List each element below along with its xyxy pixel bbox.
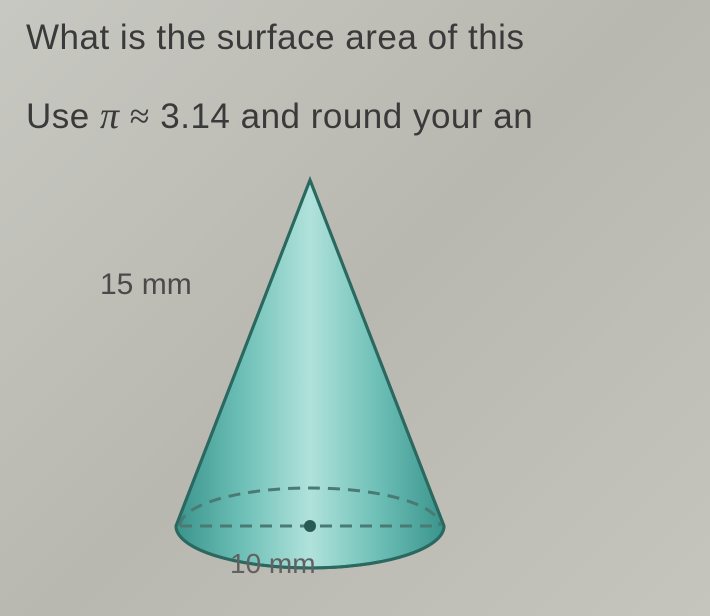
cone-body — [176, 180, 444, 568]
diameter-label: 10 mm — [230, 548, 316, 580]
pi-symbol: π — [100, 95, 120, 137]
slant-height-label: 15 mm — [100, 268, 192, 302]
cone-figure: 15 mm 10 mm — [80, 170, 460, 610]
question-line-2: Use π ≈ 3.14 and round your an — [26, 94, 533, 138]
cone-svg — [80, 170, 460, 610]
use-prefix: Use — [26, 97, 100, 136]
line2-suffix: and round your an — [230, 97, 533, 136]
center-dot — [304, 520, 316, 532]
question-line-1: What is the surface area of this — [26, 18, 524, 58]
pi-value: 3.14 — [160, 97, 230, 136]
approx-symbol: ≈ — [130, 96, 150, 136]
